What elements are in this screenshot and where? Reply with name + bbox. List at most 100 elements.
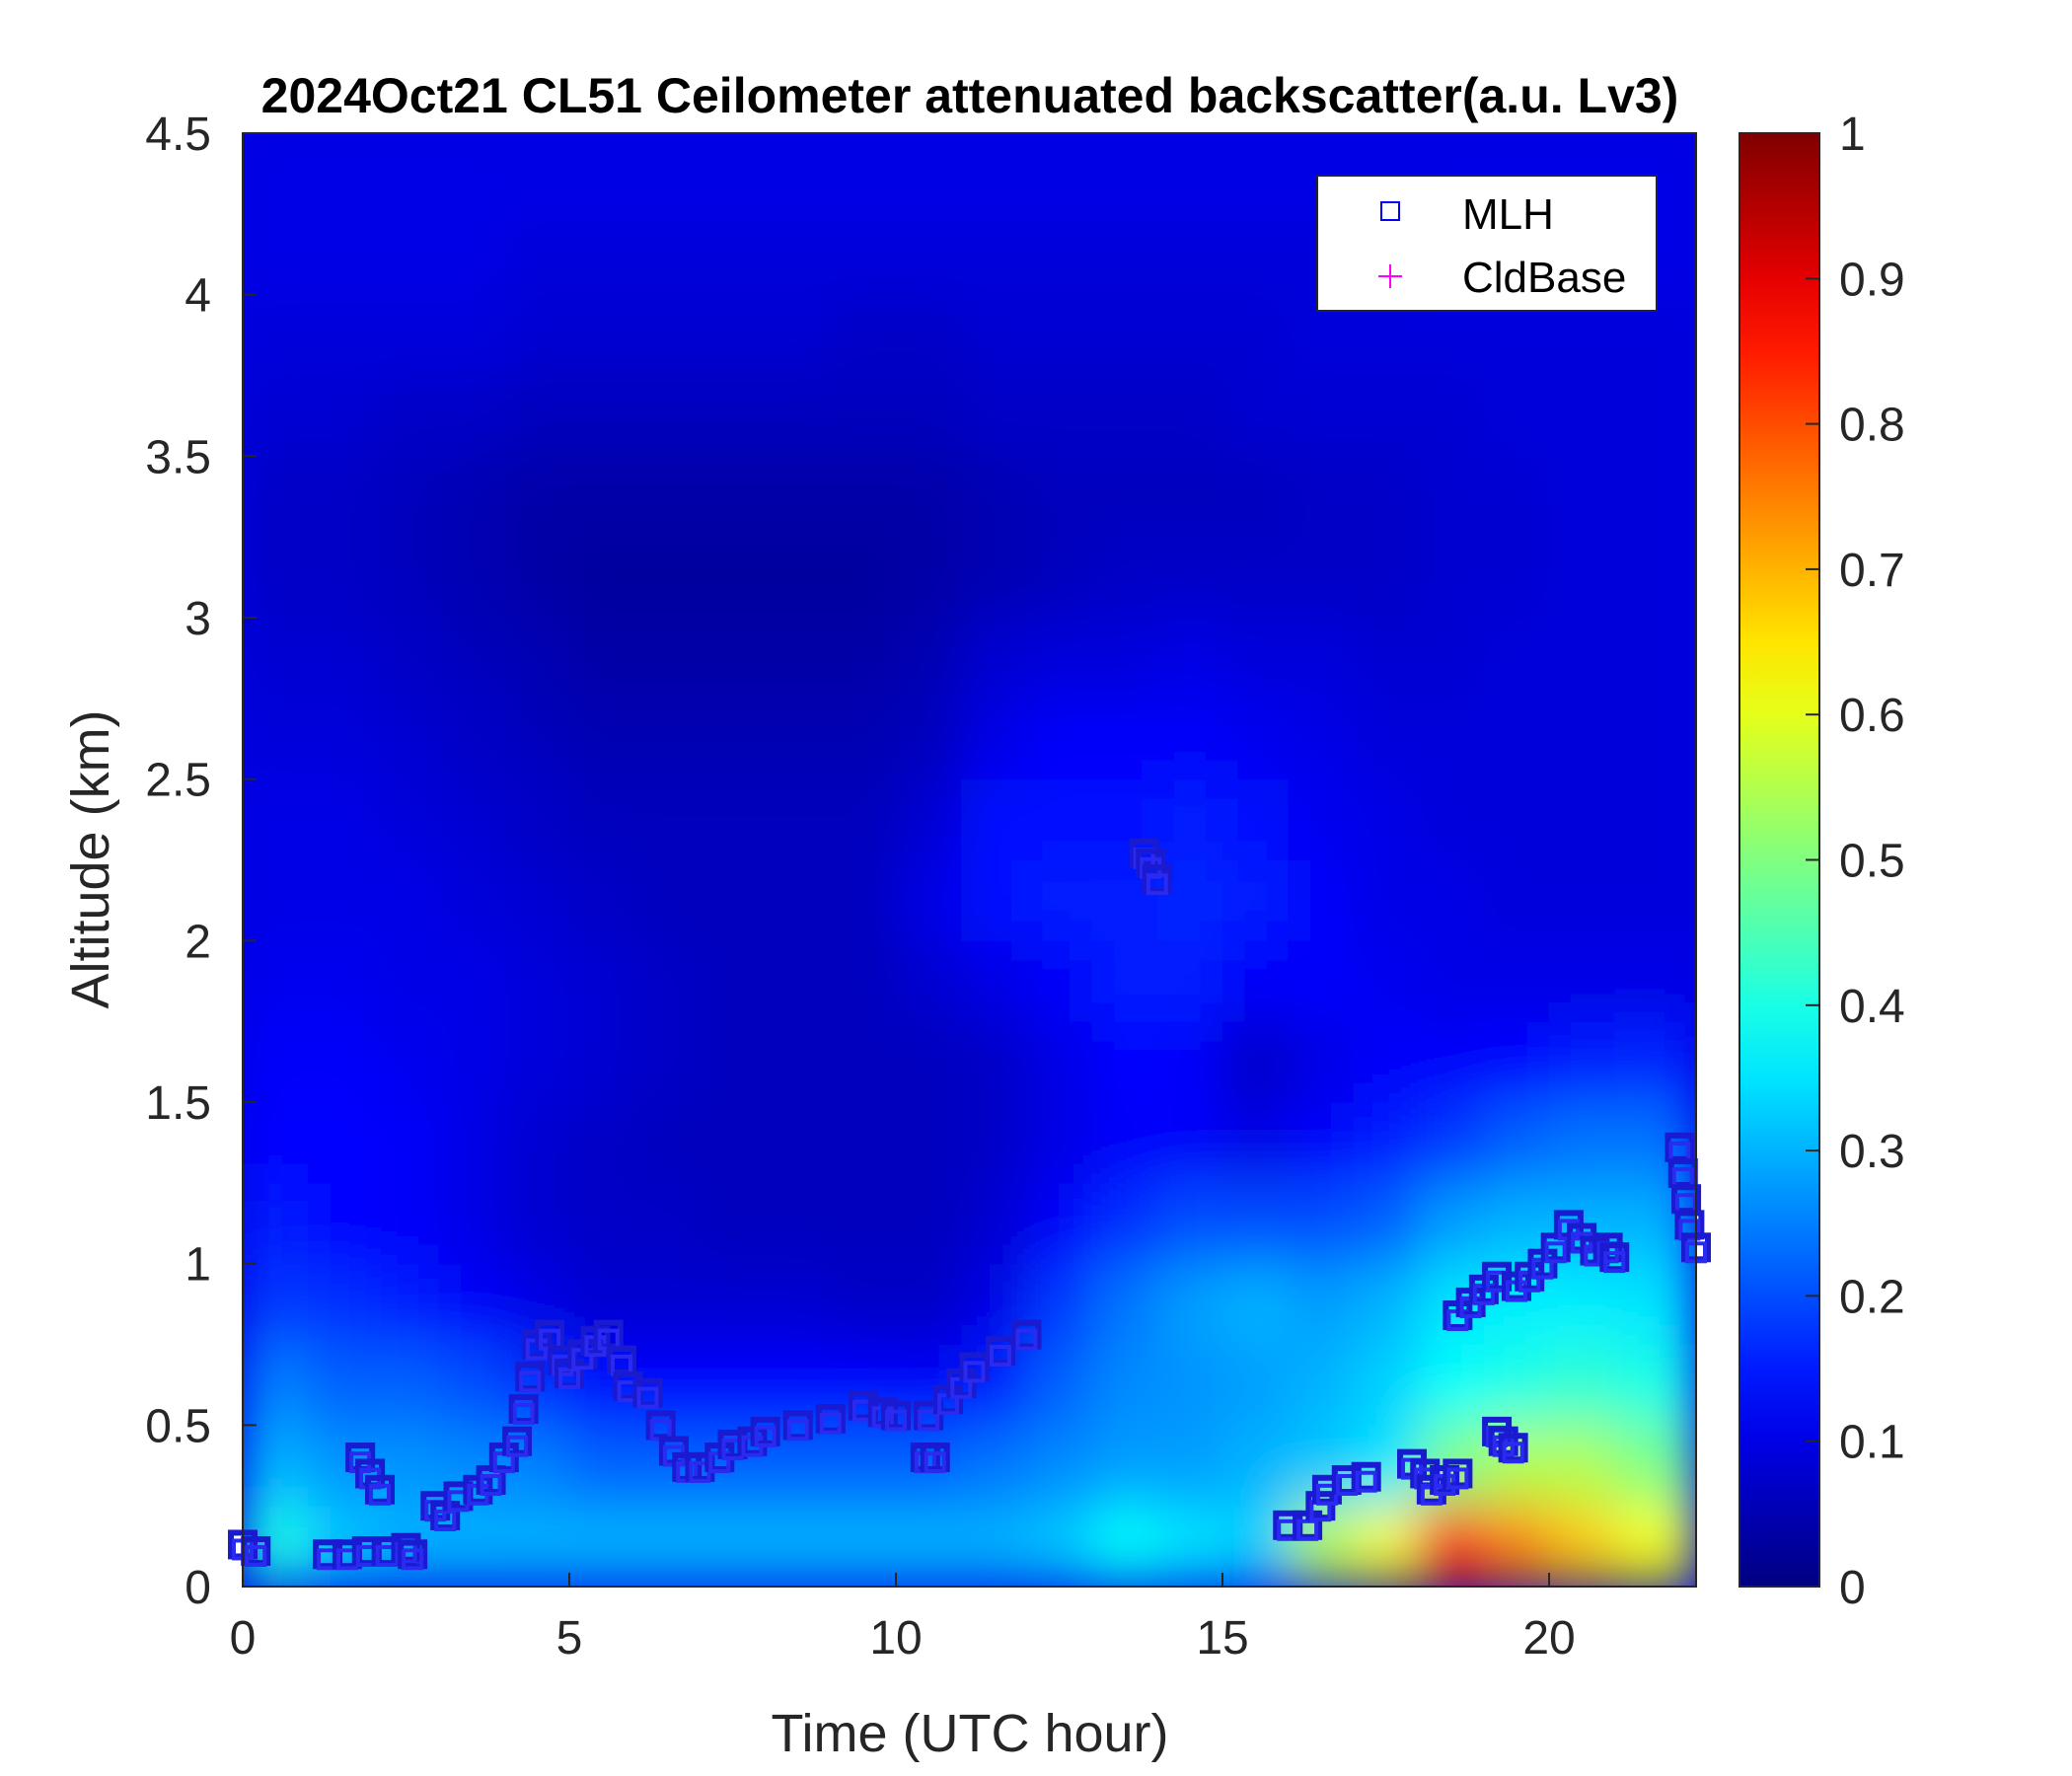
heatmap-cell: [830, 1425, 897, 1507]
heatmap-cell: [1549, 375, 1615, 457]
x-axis-label: Time (UTC hour): [771, 1704, 1168, 1763]
heatmap-cell: [243, 1102, 309, 1184]
heatmap-cell: [896, 859, 962, 941]
heatmap-cell: [569, 1506, 635, 1587]
heatmap-cell: [1091, 133, 1158, 215]
heatmap-cell: [438, 1263, 505, 1345]
heatmap-cell: [1091, 1425, 1158, 1507]
mlh-marker: [402, 1548, 424, 1571]
heatmap-cell: [765, 213, 832, 296]
heatmap-cell: [1156, 1102, 1223, 1184]
heatmap-cell: [308, 859, 374, 941]
y-tick-label: 4: [185, 270, 211, 323]
heatmap-cell: [1418, 1506, 1485, 1587]
heatmap-cell: [1679, 213, 1696, 296]
heatmap-cell: [438, 1344, 505, 1426]
heatmap-cell: [1614, 1021, 1680, 1103]
heatmap-cell: [1026, 1425, 1093, 1507]
mlh-marker: [989, 1345, 1011, 1368]
heatmap-cell: [243, 375, 309, 457]
mlh-marker: [369, 1483, 392, 1506]
heatmap-cell: [373, 778, 440, 860]
colorbar-tick-label: 0.2: [1839, 1271, 1905, 1323]
heatmap-cell: [1156, 1425, 1223, 1507]
y-tick-label: 4.5: [145, 109, 211, 161]
heatmap-cell: [1679, 537, 1696, 619]
mlh-marker: [819, 1412, 842, 1435]
heatmap-cell: [438, 618, 505, 700]
heatmap-cell: [1222, 1425, 1289, 1507]
mlh-marker: [1146, 873, 1168, 896]
heatmap-cell: [243, 1425, 309, 1507]
x-tick-label: 15: [1196, 1612, 1248, 1665]
heatmap-cell: [438, 133, 505, 215]
heatmap-cell: [1353, 1344, 1420, 1426]
mlh-marker: [1603, 1251, 1626, 1274]
mlh-marker: [885, 1409, 908, 1432]
legend-mlh-label: MLH: [1462, 190, 1554, 239]
heatmap-cell: [1222, 294, 1289, 376]
heatmap-cell: [438, 456, 505, 538]
heatmap-cell: [1091, 375, 1158, 457]
heatmap-cell: [1483, 1344, 1550, 1426]
heatmap-cell: [1091, 1263, 1158, 1345]
heatmap-cell: [830, 1506, 897, 1587]
heatmap-cell: [1679, 698, 1696, 780]
mlh-marker: [512, 1402, 535, 1425]
heatmap-cell: [961, 1102, 1027, 1184]
heatmap-cell: [1091, 1102, 1158, 1184]
legend-cldbase-label: CldBase: [1462, 254, 1626, 302]
heatmap-cell: [373, 1263, 440, 1345]
mlh-markers: [228, 838, 1711, 1571]
heatmap-cell: [1222, 1344, 1289, 1426]
heatmap-cell: [896, 940, 962, 1022]
heatmap-cell: [1549, 698, 1615, 780]
heatmap-cell: [308, 537, 374, 619]
heatmap-cell: [1614, 537, 1680, 619]
heatmap-cell: [700, 456, 767, 538]
heatmap-cell: [1483, 859, 1550, 941]
heatmap-cell: [830, 1102, 897, 1184]
heatmap-cell: [243, 294, 309, 376]
heatmap-cell: [765, 1102, 832, 1184]
heatmap-cell: [700, 1344, 767, 1426]
heatmap: [243, 133, 1696, 1587]
mlh-marker: [1678, 1219, 1701, 1241]
heatmap-cell: [700, 778, 767, 860]
heatmap-cell: [634, 375, 701, 457]
heatmap-cell: [1679, 859, 1696, 941]
heatmap-cell: [830, 618, 897, 700]
heatmap-cell: [503, 698, 570, 780]
heatmap-cell: [1549, 456, 1615, 538]
heatmap-cell: [1288, 1182, 1354, 1265]
mlh-marker: [754, 1425, 777, 1447]
heatmap-cell: [1614, 1506, 1680, 1587]
y-tick-label: 0: [185, 1562, 211, 1614]
heatmap-cell: [1549, 1506, 1615, 1587]
heatmap-cell: [830, 213, 897, 296]
heatmap-cell: [1353, 618, 1420, 700]
heatmap-cell: [438, 698, 505, 780]
mlh-marker: [1355, 1470, 1377, 1493]
y-tick-label: 1: [185, 1239, 211, 1292]
heatmap-cell: [1614, 618, 1680, 700]
heatmap-cell: [1679, 294, 1696, 376]
heatmap-cell: [1156, 698, 1223, 780]
heatmap-cell: [308, 1425, 374, 1507]
heatmap-cell: [1614, 456, 1680, 538]
heatmap-cell: [830, 294, 897, 376]
heatmap-cell: [569, 859, 635, 941]
x-tick-label: 0: [230, 1612, 257, 1665]
heatmap-cell: [243, 859, 309, 941]
heatmap-cell: [1091, 213, 1158, 296]
mlh-marker: [434, 1509, 457, 1531]
heatmap-cell: [503, 1182, 570, 1265]
heatmap-cell: [1156, 537, 1223, 619]
heatmap-cell: [896, 1263, 962, 1345]
heatmap-cell: [1222, 213, 1289, 296]
heatmap-cell: [700, 133, 767, 215]
heatmap-cell: [1091, 778, 1158, 860]
mlh-marker: [558, 1367, 581, 1389]
heatmap-cell: [1483, 375, 1550, 457]
heatmap-cell: [634, 213, 701, 296]
